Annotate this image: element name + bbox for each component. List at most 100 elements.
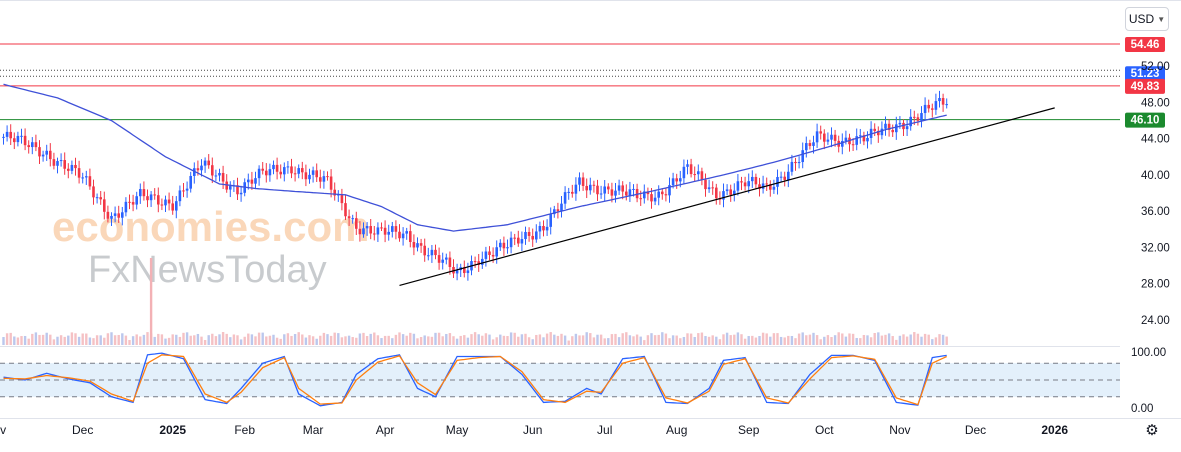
settings-gear-icon[interactable]: ⚙ [1145,422,1159,439]
candle-body[interactable] [369,226,372,234]
candle-body[interactable] [221,172,225,182]
candle-body[interactable] [844,137,848,141]
candle-body[interactable] [884,123,887,129]
candle-body[interactable] [675,178,678,182]
candle-body[interactable] [571,191,574,194]
candle-body[interactable] [794,161,797,164]
candle-body[interactable] [754,176,758,185]
candle-body[interactable] [517,237,520,244]
candle-body[interactable] [481,258,484,265]
currency-selector[interactable]: USD ▼ [1125,7,1169,31]
candle-body[interactable] [185,188,189,191]
candle-body[interactable] [895,124,898,133]
candle-body[interactable] [740,181,743,183]
candle-body[interactable] [196,168,200,171]
candle-body[interactable] [279,171,282,175]
candle-body[interactable] [308,174,311,180]
candle-body[interactable] [59,160,63,162]
candle-body[interactable] [247,179,250,183]
candle-body[interactable] [639,198,642,200]
candle-body[interactable] [358,228,362,235]
candle-body[interactable] [99,197,102,200]
candle-body[interactable] [603,186,606,194]
candle-body[interactable] [257,168,261,179]
candle-body[interactable] [664,194,668,196]
candle-body[interactable] [466,270,470,274]
level-tag-51.23[interactable] [1125,66,1165,82]
candle-body[interactable] [362,228,365,235]
candle-body[interactable] [801,150,804,163]
candle-body[interactable] [218,172,221,176]
candle-body[interactable] [826,139,830,142]
candle-body[interactable] [128,201,131,203]
candle-body[interactable] [333,189,336,196]
candle-body[interactable] [920,113,923,121]
candle-body[interactable] [520,239,524,244]
candle-body[interactable] [225,181,228,190]
stoch-d-line[interactable] [3,354,947,406]
candle-body[interactable] [423,245,426,256]
candle-body[interactable] [477,261,480,265]
candle-body[interactable] [790,161,794,172]
candle-body[interactable] [812,142,815,146]
stochastic-panel[interactable] [0,352,1120,407]
candle-body[interactable] [376,227,380,235]
candle-body[interactable] [74,164,77,169]
candle-body[interactable] [437,255,441,263]
candle-body[interactable] [380,227,383,229]
candle-body[interactable] [92,186,95,198]
candle-body[interactable] [765,183,768,185]
candle-body[interactable] [819,131,822,134]
candle-body[interactable] [898,122,902,125]
candle-body[interactable] [815,131,819,143]
candle-body[interactable] [326,176,329,178]
candle-body[interactable] [203,160,207,166]
candle-body[interactable] [747,181,750,187]
candle-body[interactable] [329,176,333,190]
candle-body[interactable] [394,226,398,232]
candle-body[interactable] [254,178,257,184]
candle-body[interactable] [776,176,779,187]
candle-body[interactable] [427,255,430,257]
candle-body[interactable] [621,185,624,192]
candle-body[interactable] [862,135,866,142]
candle-body[interactable] [758,184,761,189]
candle-body[interactable] [891,129,894,133]
candle-body[interactable] [945,104,948,106]
candle-body[interactable] [491,254,495,257]
candle-body[interactable] [934,101,938,110]
candle-body[interactable] [610,189,614,196]
candle-body[interactable] [542,225,545,231]
candle-body[interactable] [585,185,588,191]
candle-body[interactable] [682,166,686,179]
candle-body[interactable] [506,247,509,249]
candle-body[interactable] [103,199,106,212]
candle-body[interactable] [416,243,419,248]
candle-body[interactable] [160,204,164,206]
candle-body[interactable] [275,164,279,172]
candle-body[interactable] [495,247,498,257]
candle-body[interactable] [855,136,858,145]
candle-body[interactable] [430,249,434,256]
candle-body[interactable] [63,160,66,169]
candle-body[interactable] [322,176,326,182]
candle-body[interactable] [787,171,790,180]
candle-body[interactable] [513,237,516,239]
candle-body[interactable] [524,231,527,240]
candle-body[interactable] [268,169,272,176]
candle-body[interactable] [250,179,254,184]
candle-body[interactable] [625,191,628,196]
candle-body[interactable] [668,185,671,196]
candle-body[interactable] [851,144,855,146]
candle-body[interactable] [823,133,826,142]
candle-body[interactable] [387,231,390,235]
candle-body[interactable] [635,188,639,199]
candle-body[interactable] [142,189,146,197]
candle-body[interactable] [689,164,693,175]
candle-body[interactable] [383,227,387,235]
candle-body[interactable] [27,145,30,148]
candle-body[interactable] [736,181,740,191]
candle-body[interactable] [81,177,84,179]
candle-body[interactable] [797,162,801,164]
